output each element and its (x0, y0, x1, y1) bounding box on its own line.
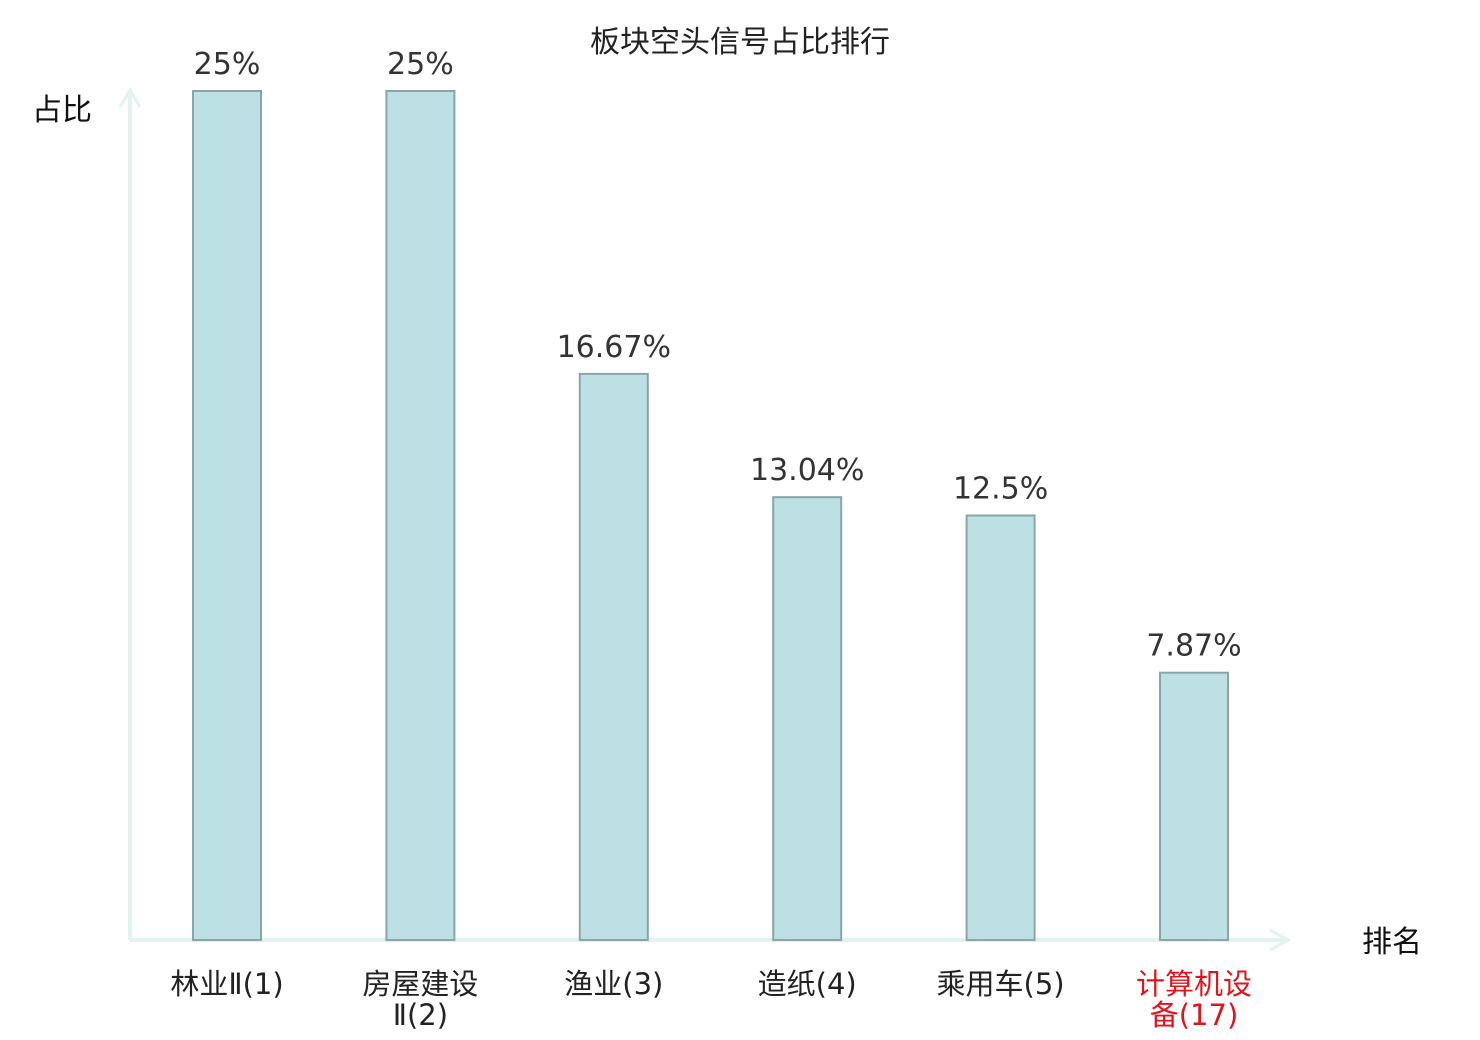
x-axis-label: 排名 (1362, 925, 1422, 960)
x-axis (130, 928, 1292, 952)
bar-6 (1159, 671, 1229, 941)
value-labels-group: 25% 25% 16.67% 13.04% 12.5% 7.87% (194, 47, 1242, 664)
category-label-1: 林业Ⅱ(1) (170, 967, 283, 1001)
y-axis-label: 占比 (32, 93, 92, 128)
x-axis-arrow (1269, 928, 1292, 952)
category-label-6-line-2: 备(17) (1150, 998, 1239, 1032)
category-label-2-line-1: 房屋建设 (362, 967, 478, 1001)
value-label-4: 13.04% (750, 453, 864, 488)
category-label-6-line-1: 计算机设 (1136, 967, 1252, 1001)
value-label-2: 25% (387, 47, 454, 82)
value-label-3: 16.67% (557, 330, 671, 365)
category-label-5: 乘用车(5) (937, 967, 1065, 1001)
bar-4 (772, 496, 843, 941)
y-axis (118, 87, 142, 940)
value-label-5: 12.5% (953, 472, 1048, 507)
category-label-2-line-2: Ⅱ(2) (393, 998, 448, 1032)
chart-title: 板块空头信号占比排行 (590, 25, 890, 60)
bar-5 (965, 514, 1036, 941)
bar-2 (385, 90, 456, 941)
category-label-4: 造纸(4) (758, 967, 857, 1001)
bar-3 (578, 372, 649, 942)
value-label-6: 7.87% (1146, 629, 1241, 664)
bars-group (192, 90, 1229, 942)
bar-1 (192, 90, 262, 941)
value-label-1: 25% (194, 47, 261, 82)
y-axis-arrow (118, 87, 142, 108)
category-label-3: 渔业(3) (564, 967, 663, 1001)
